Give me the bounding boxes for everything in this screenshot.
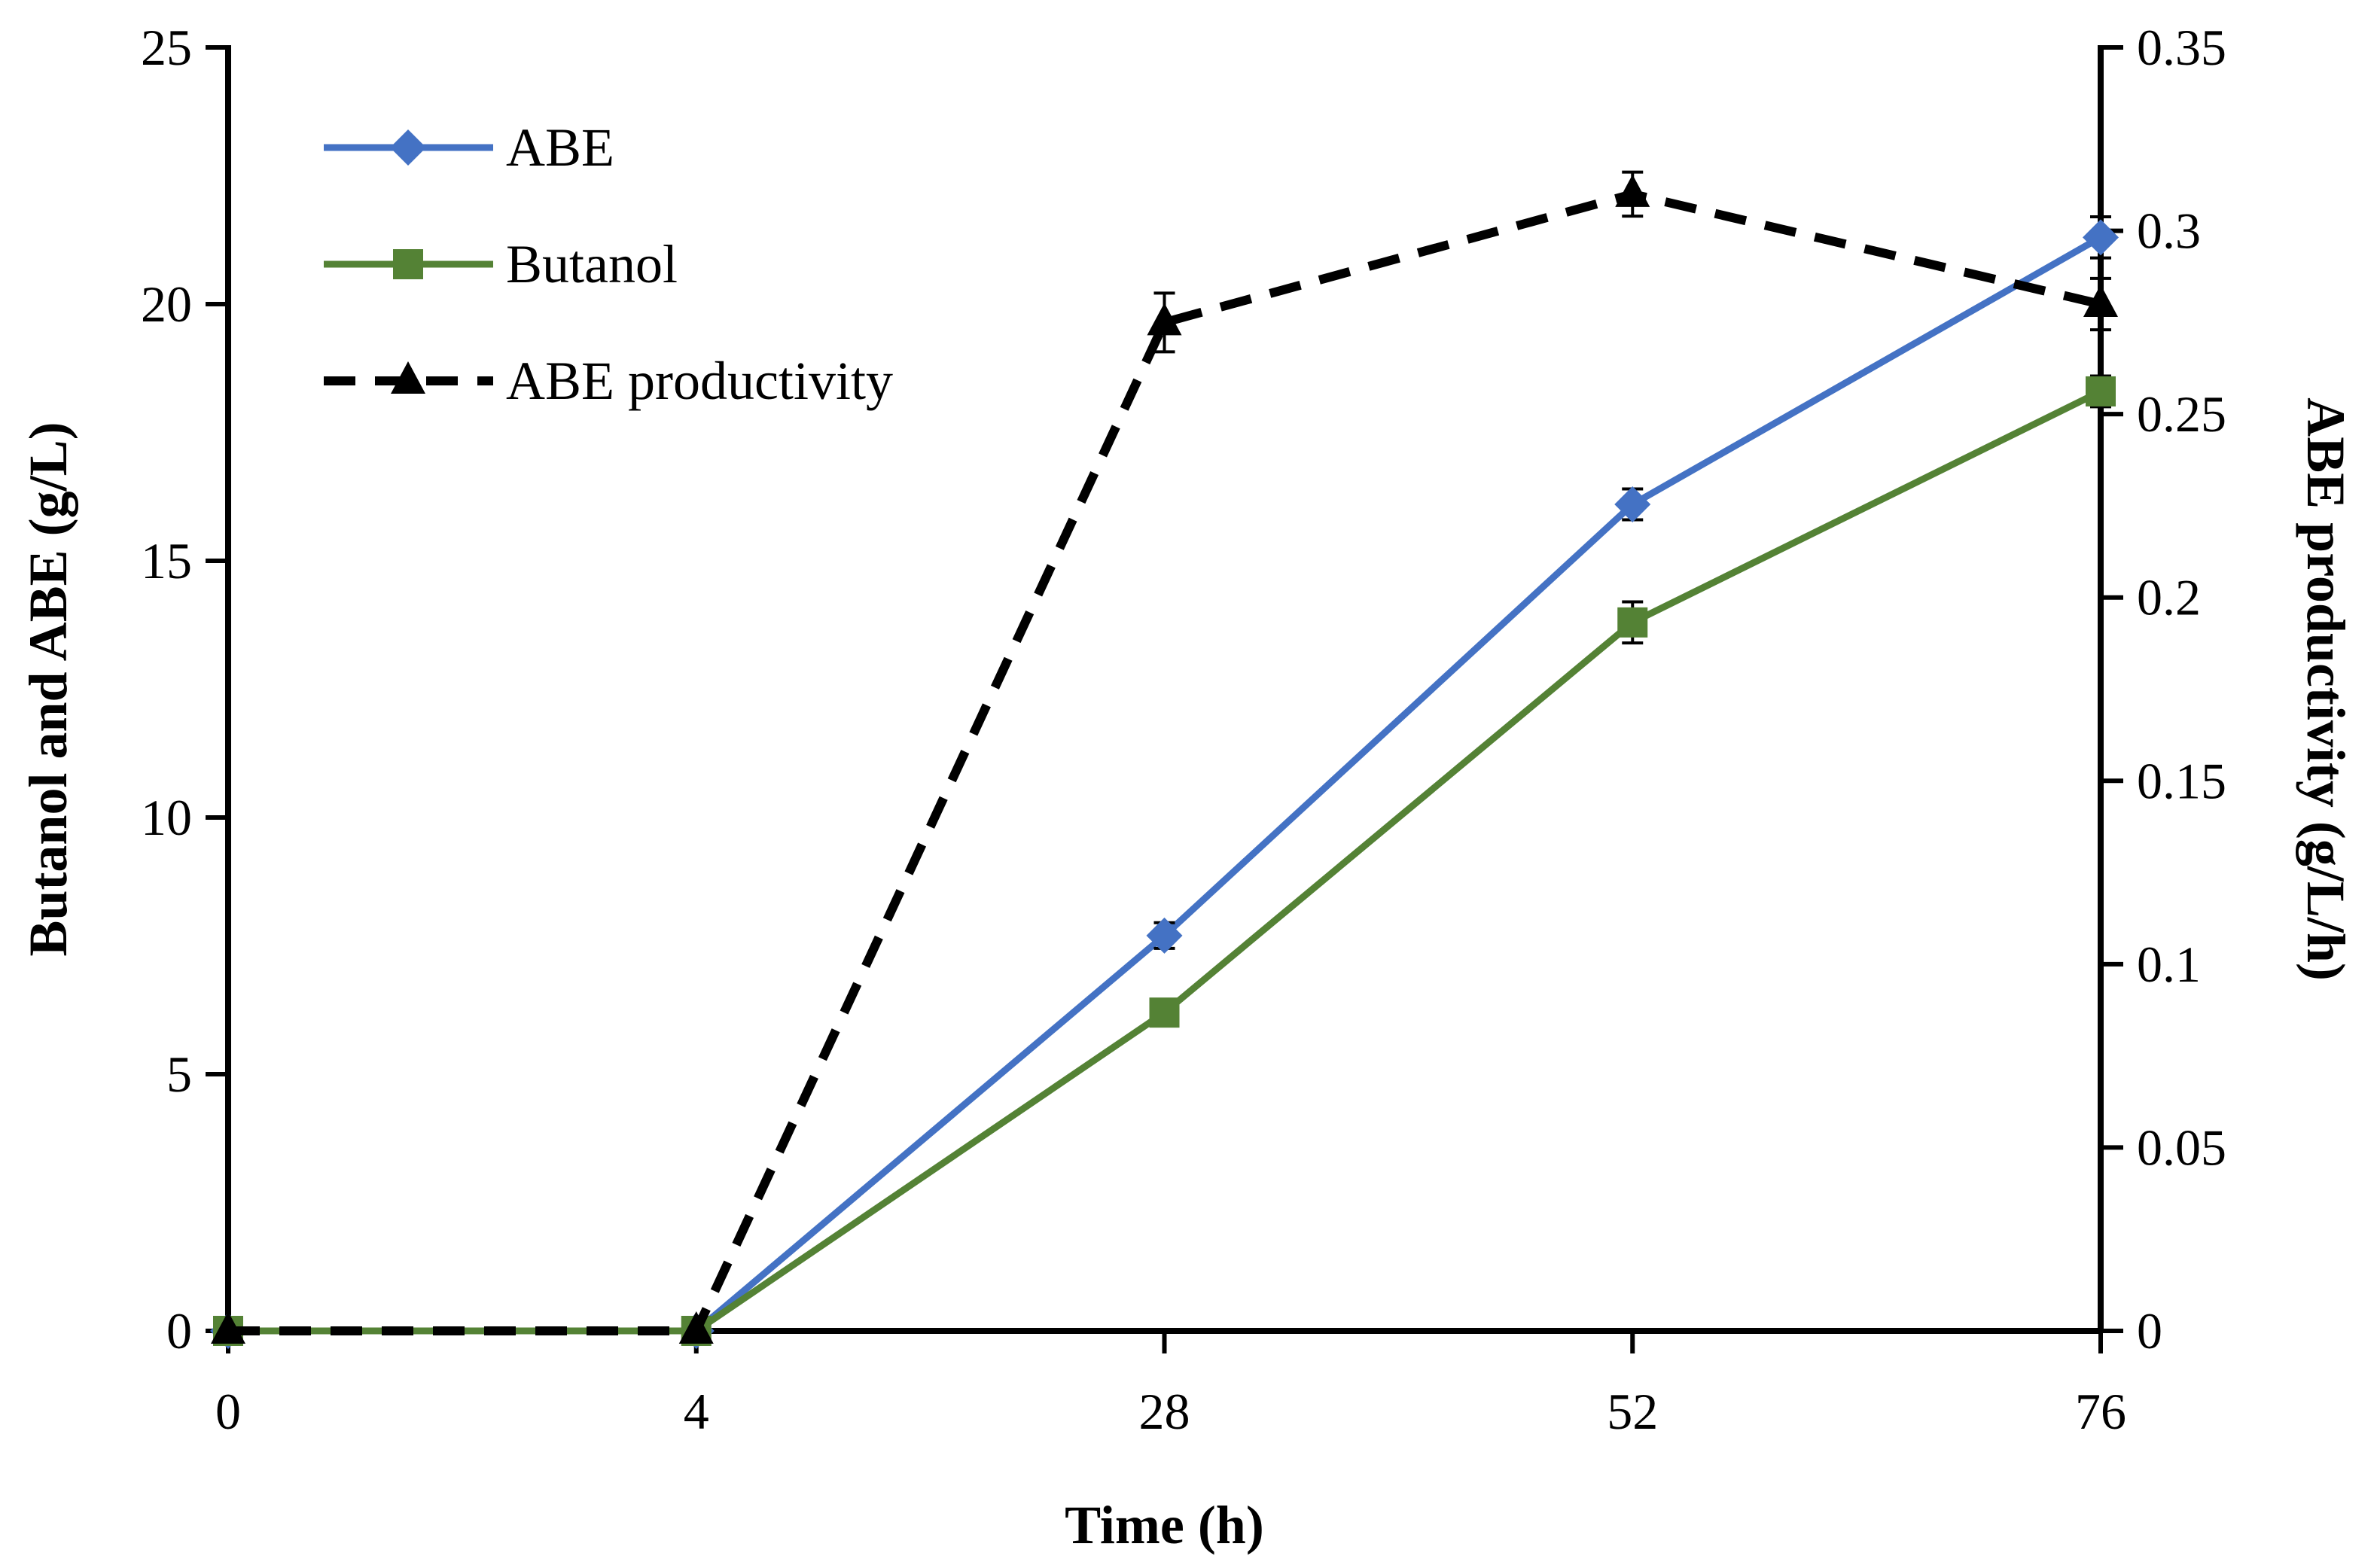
data-point xyxy=(1146,917,1183,954)
series-line xyxy=(228,189,2102,1335)
x-tick-label: 28 xyxy=(1139,1383,1190,1440)
legend-item: ABE productivity xyxy=(324,351,893,411)
x-tick-label: 76 xyxy=(2075,1383,2126,1440)
legend-swatch-marker xyxy=(393,249,423,279)
y-axis-title: Butanol and ABE (g/L) xyxy=(18,422,78,956)
y-tick-label: 5 xyxy=(166,1046,192,1103)
legend-label: ABE xyxy=(506,117,614,178)
series-butanol xyxy=(213,374,2116,1346)
y2-tick-label: 0 xyxy=(2137,1302,2162,1359)
legend-label: ABE productivity xyxy=(506,351,893,411)
legend-item: Butanol xyxy=(324,234,678,294)
legend-swatch-marker xyxy=(390,129,426,166)
series-abe-productivity xyxy=(211,170,2118,1344)
data-point xyxy=(1615,174,1650,207)
series-abe xyxy=(210,215,2119,1349)
y-tick-label: 10 xyxy=(141,789,192,846)
y2-tick-label: 0.1 xyxy=(2137,936,2201,993)
legend-label: Butanol xyxy=(506,234,678,294)
x-axis-title: Time (h) xyxy=(1065,1495,1264,1555)
series-line xyxy=(228,388,2102,1335)
data-point xyxy=(678,1311,714,1344)
y2-tick-label: 0.35 xyxy=(2137,19,2226,76)
y2-axis-title: ABE productivity (g/L/h) xyxy=(2296,397,2356,981)
x-tick-label: 52 xyxy=(1607,1383,1658,1440)
data-point xyxy=(2083,285,2118,317)
y-tick-label: 25 xyxy=(141,19,192,76)
data-point xyxy=(1149,997,1180,1028)
legend-item: ABE xyxy=(324,117,614,178)
series-layer xyxy=(210,170,2119,1349)
y2-tick-label: 0.2 xyxy=(2137,569,2201,626)
x-tick-label: 4 xyxy=(684,1383,709,1440)
data-point xyxy=(1614,486,1651,522)
legend-swatch-marker xyxy=(391,361,425,394)
x-tick-label: 0 xyxy=(215,1383,241,1440)
y2-tick-label: 0.05 xyxy=(2137,1119,2226,1176)
data-point xyxy=(2086,376,2116,406)
data-point xyxy=(2083,219,2119,256)
legend: ABE Butanol ABE productivity xyxy=(324,117,893,411)
y-tick-label: 15 xyxy=(141,532,192,589)
y2-tick-label: 0.25 xyxy=(2137,385,2226,443)
y-tick-label: 20 xyxy=(141,276,192,333)
y2-tick-label: 0.15 xyxy=(2137,752,2226,809)
y2-tick-label: 0.3 xyxy=(2137,202,2201,260)
data-point xyxy=(1147,303,1182,336)
data-point xyxy=(211,1311,245,1344)
axes: 0 5 10 15 20 25 0 0.05 0.1 0.15 0.2 0.25 0.3 0.35 0 4 28… xyxy=(141,19,2226,1440)
y-tick-label: 0 xyxy=(166,1302,192,1359)
data-point xyxy=(1617,607,1648,638)
